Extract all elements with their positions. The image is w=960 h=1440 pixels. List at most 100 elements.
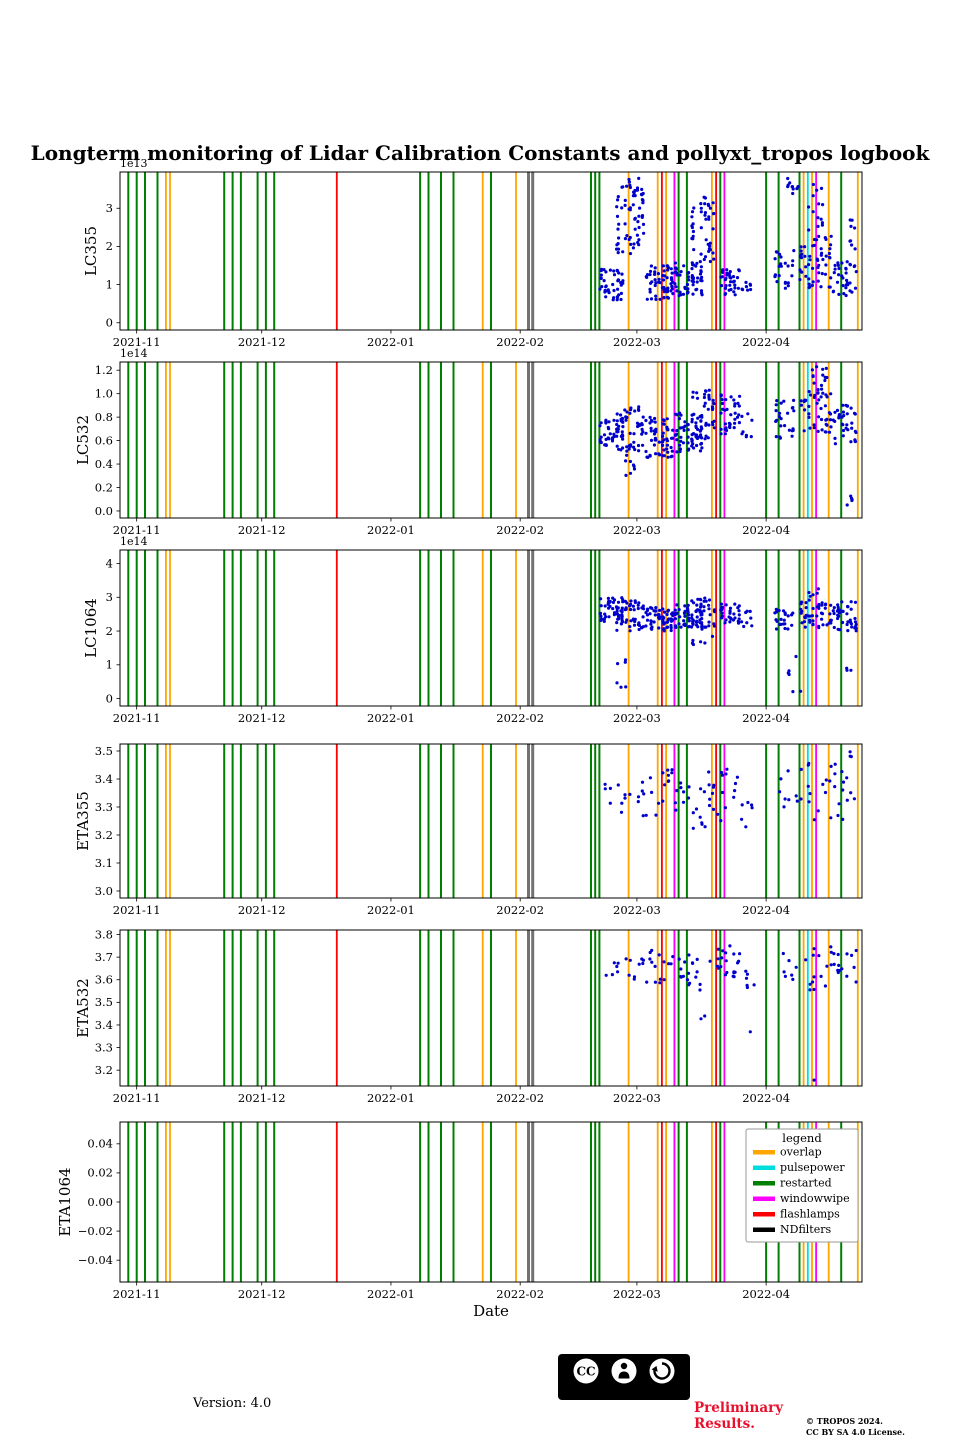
y-tick-label: 3.3 [95,800,113,814]
cc-license-badge[interactable]: CC BY SA [558,1354,690,1400]
copyright-line2: CC BY SA 4.0 License. [806,1426,905,1437]
y-tick-label: 0.4 [95,457,113,471]
y-axis-offset-text: 1e14 [120,535,148,548]
y-tick-label: 3.1 [95,856,113,870]
panel-LC1064: 0 1 2 3 4 2021-11 2021-12 2022-01 2022-02 2022-03… [82,535,863,725]
panel-ETA1064: −0.04 −0.02 0.00 0.02 0.04 2021-11 2021-12 2022… [56,1121,863,1301]
preliminary-results-text: Preliminary Results. [694,1400,784,1432]
y-tick-label: 3.0 [95,884,113,898]
event-lines [127,550,859,706]
legend-title: legend [782,1131,822,1145]
x-tick-label: 2021-12 [238,335,286,349]
x-tick-label: 2022-01 [367,1091,415,1105]
x-tick-label: 2022-04 [742,711,790,725]
y-axis-label: LC1064 [82,598,100,658]
version-text: Version: 4.0 [193,1396,272,1411]
legend-label: flashlamps [780,1208,840,1221]
copyright-text: © TROPOS 2024. CC BY SA 4.0 License. [806,1416,905,1438]
cc-icon [573,1358,599,1384]
sa-arrow-icon [649,1358,675,1384]
y-tick-label: 0.00 [87,1195,113,1209]
y-tick-label: 3.3 [95,1040,113,1054]
sa-arrow-circle [653,1362,671,1380]
panel-ETA355: 3.0 3.1 3.2 3.3 3.4 3.5 2021-11 2021-12 2022-01 2… [74,743,863,917]
x-tick-label: 2022-02 [496,711,544,725]
x-tick-label: 2021-11 [113,523,161,537]
y-tick-label: −0.02 [78,1224,113,1238]
y-axis-offset-text: 1e14 [120,347,148,360]
x-tick-label: 2022-03 [613,523,661,537]
event-lines [127,172,859,330]
x-tick-label: 2022-04 [742,523,790,537]
legend-swatch-restarted [753,1181,775,1186]
x-tick-label: 2022-03 [613,1287,661,1301]
by-label: BY [617,1389,631,1399]
x-tick-label: 2022-04 [742,903,790,917]
legend-swatch-NDfilters [753,1227,775,1232]
x-tick-label: 2021-11 [113,711,161,725]
y-tick-label: 3.7 [95,950,113,964]
x-tick-label: 2022-01 [367,523,415,537]
x-tick-label: 2022-02 [496,903,544,917]
y-tick-label: 0.6 [95,433,113,447]
scatter-points [604,944,858,1082]
y-axis-label: ETA1064 [56,1167,74,1236]
x-tick-label: 2021-12 [238,523,286,537]
event-lines [127,930,859,1086]
sa-label: SA [655,1389,669,1399]
y-axis-offset-text: 1e13 [120,157,148,170]
y-tick-label: 2 [106,239,113,253]
legend-swatch-pulsepower [753,1165,775,1170]
x-tick-label: 2022-03 [613,1091,661,1105]
x-tick-label: 2021-12 [238,903,286,917]
legend-label: NDfilters [780,1223,831,1236]
scatter-points [598,587,858,694]
y-axis-label: ETA532 [74,978,92,1038]
y-tick-label: 3.2 [95,1063,113,1077]
y-tick-label: 0.2 [95,480,113,494]
y-axis-label: LC355 [82,226,100,276]
y-tick-label: 1 [106,277,113,291]
legend-swatch-windowwipe [753,1196,775,1201]
y-tick-label: 3.2 [95,828,113,842]
y-tick-label: 1 [106,658,113,672]
y-axis-label: ETA355 [74,791,92,851]
legend-label: restarted [780,1177,832,1190]
scatter-points [598,365,858,507]
preliminary-line1: Preliminary [694,1400,784,1416]
x-tick-label: 2022-01 [367,903,415,917]
y-tick-label: 1.2 [95,363,113,377]
by-person-head [620,1362,628,1370]
x-tick-label: 2021-12 [238,711,286,725]
x-tick-label: 2022-02 [496,1091,544,1105]
y-tick-label: 3.4 [95,772,113,786]
panel-LC355: 0 1 2 3 2021-11 2021-12 2022-01 2022-02 2022-03 2… [82,157,863,349]
y-tick-label: 0.8 [95,410,113,424]
legend-swatch-flashlamps [753,1212,775,1217]
y-tick-label: −0.04 [78,1253,113,1267]
x-tick-label: 2022-02 [496,1287,544,1301]
copyright-line1: © TROPOS 2024. [806,1416,883,1426]
y-tick-label: 3.5 [95,995,113,1009]
y-tick-label: 3.5 [95,744,113,758]
y-tick-label: 4 [106,556,113,570]
x-tick-label: 2022-01 [367,335,415,349]
x-tick-label: 2021-11 [113,1091,161,1105]
x-tick-label: 2022-03 [613,335,661,349]
y-tick-label: 3 [106,590,113,604]
x-axis-label: Date [473,1302,509,1320]
x-tick-label: 2022-04 [742,1287,790,1301]
y-tick-label: 2 [106,624,113,638]
y-tick-label: 3.6 [95,973,113,987]
x-tick-label: 2022-01 [367,1287,415,1301]
by-person-icon [611,1358,637,1384]
preliminary-line2: Results. [694,1415,755,1432]
x-tick-label: 2022-02 [496,335,544,349]
scatter-points [603,750,857,830]
y-tick-label: 3 [106,201,113,215]
by-person-body [618,1371,630,1379]
y-tick-label: 3.8 [95,927,113,941]
